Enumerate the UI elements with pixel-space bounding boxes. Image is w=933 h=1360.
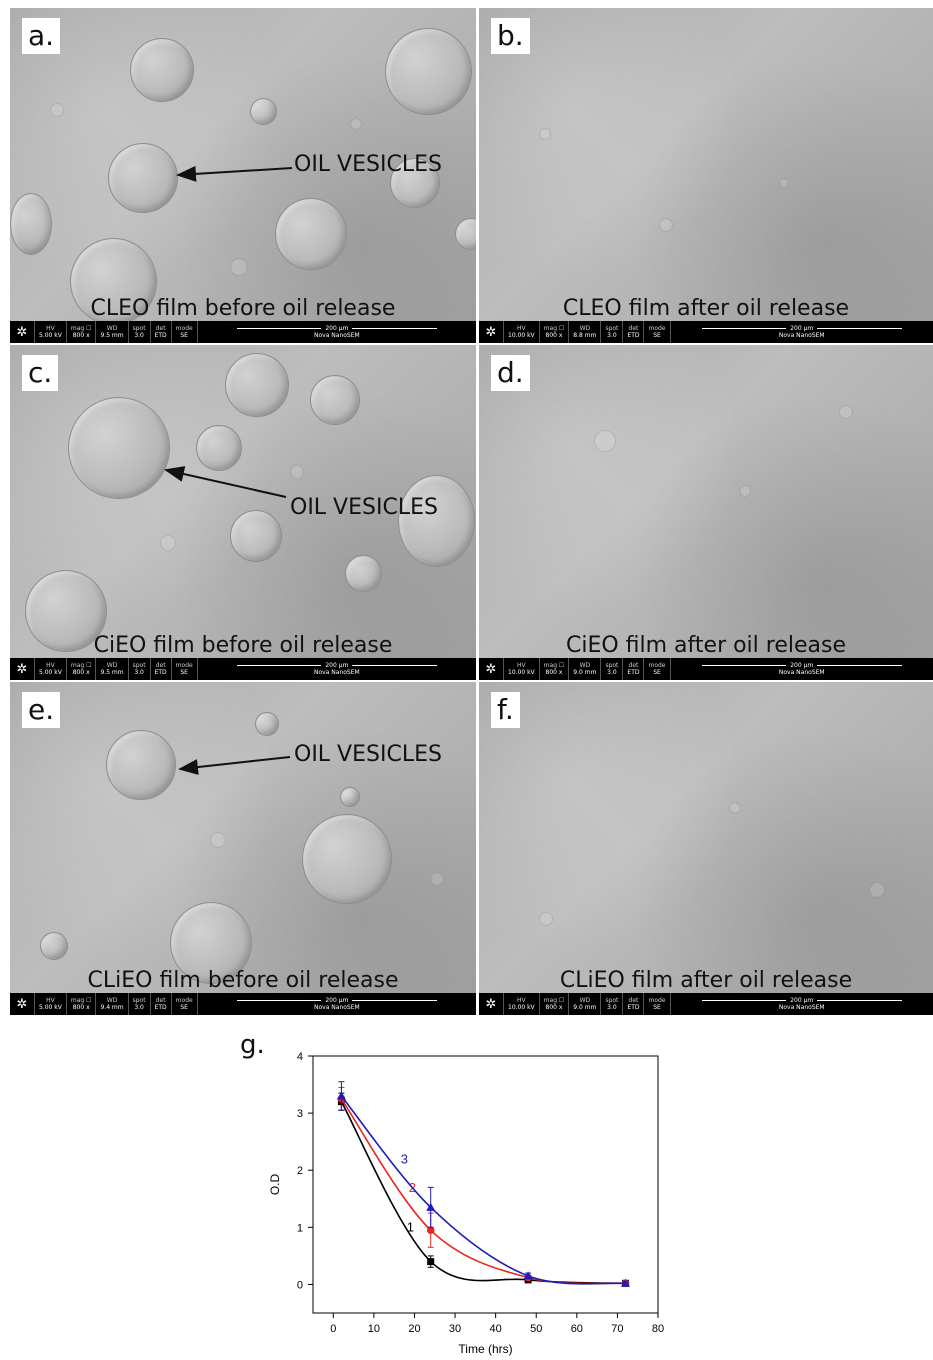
series-label: 3 [401, 1151, 408, 1166]
panel-caption: CLiEO film after oil release [559, 968, 853, 993]
oil-vesicle [40, 932, 68, 960]
series-line-2 [340, 1098, 626, 1285]
oil-vesicle [170, 902, 252, 984]
fei-logo-icon: ✲ [10, 993, 35, 1015]
panel-caption: CLEO film after oil release [562, 296, 850, 321]
sem-databar: ✲ HV 5.00 kV mag ☐ 800 x WD 9.5 mm spot 3.0 … [10, 658, 476, 680]
oil-vesicle [275, 198, 347, 270]
sem-panel-a: OIL VESICLES a. CLEO film before oil rel… [10, 8, 476, 343]
sem-databar: ✲ HV 10.00 kV mag ☐ 800 x WD 9.0 mm spot 3.0… [479, 658, 933, 680]
scale-bar: 200 µm Nova NanoSEM [198, 658, 476, 680]
sem-panel-e: OIL VESICLES e. CLiEO film before oil re… [10, 682, 476, 1015]
sem-panel-b: b. CLEO film after oil release ✲ HV 10.00… [479, 8, 933, 343]
annotation-label: OIL VESICLES [294, 742, 442, 767]
series-line-3 [340, 1095, 626, 1285]
oil-vesicle [398, 475, 475, 567]
data-point [426, 1202, 436, 1211]
scale-bar: 200 µm Nova NanoSEM [671, 658, 933, 680]
panel-letter-g: g. [240, 1030, 265, 1060]
scale-bar: 200 µm Nova NanoSEM [671, 993, 933, 1015]
panel-letter: b. [491, 18, 530, 54]
data-point [523, 1271, 533, 1280]
fei-logo-icon: ✲ [10, 321, 35, 343]
y-tick-label: 4 [297, 1051, 303, 1063]
sem-databar: ✲ HV 5.00 kV mag ☐ 800 x WD 9.4 mm spot 3.0 … [10, 993, 476, 1015]
y-tick-label: 0 [297, 1279, 303, 1291]
oil-vesicle [106, 730, 176, 800]
oil-vesicle [385, 28, 472, 115]
panel-letter: f. [491, 692, 520, 728]
x-tick-label: 40 [490, 1323, 502, 1335]
oil-vesicle [130, 38, 194, 102]
oil-vesicle [25, 570, 107, 652]
panel-caption: CiEO film after oil release [565, 633, 847, 658]
sem-databar: ✲ HV 10.00 kV mag ☐ 800 x WD 9.0 mm spot 3.0… [479, 993, 933, 1015]
y-tick-label: 2 [297, 1165, 303, 1177]
panel-caption: CLiEO film before oil release [87, 968, 399, 993]
arrow-icon [164, 466, 287, 498]
data-point [426, 1226, 435, 1234]
data-point [621, 1278, 631, 1287]
panel-letter: c. [22, 355, 59, 391]
fei-logo-icon: ✲ [479, 993, 504, 1015]
annotation-label: OIL VESICLES [290, 495, 438, 520]
series-label: 1 [407, 1220, 414, 1235]
oil-vesicle [70, 238, 157, 325]
oil-vesicle [196, 425, 242, 471]
fei-logo-icon: ✲ [479, 321, 504, 343]
plot-frame [312, 1055, 659, 1314]
fei-logo-icon: ✲ [479, 658, 504, 680]
oil-vesicle [68, 397, 170, 499]
sem-panel-c: OIL VESICLES c. CiEO film before oil rel… [10, 345, 476, 680]
sem-panel-d: d. CiEO film after oil release ✲ HV 10.00… [479, 345, 933, 680]
scale-bar: 200 µm Nova NanoSEM [198, 993, 476, 1015]
arrow-icon [176, 165, 293, 182]
scale-bar: 200 µm Nova NanoSEM [671, 321, 933, 343]
y-axis-label: O.D [268, 1174, 282, 1196]
scale-bar: 200 µm Nova NanoSEM [198, 321, 476, 343]
series-line-1 [340, 1101, 626, 1285]
oil-vesicle [390, 158, 440, 208]
oil-vesicle [108, 143, 178, 213]
x-tick-label: 50 [530, 1323, 542, 1335]
sem-databar: ✲ HV 10.00 kV mag ☐ 800 x WD 8.8 mm spot 3.0… [479, 321, 933, 343]
x-tick-label: 30 [449, 1323, 461, 1335]
panel-letter: a. [22, 18, 61, 54]
panel-letter: e. [22, 692, 61, 728]
x-tick-label: 10 [368, 1323, 380, 1335]
sem-databar: ✲ HV 5.00 kV mag ☐ 800 x WD 9.5 mm spot 3.0 … [10, 321, 476, 343]
arrow-icon [178, 756, 291, 776]
oil-vesicle [10, 193, 52, 255]
x-tick-label: 70 [611, 1323, 623, 1335]
annotation-label: OIL VESICLES [294, 152, 442, 177]
x-tick-label: 0 [330, 1323, 336, 1335]
x-tick-label: 20 [408, 1323, 420, 1335]
y-tick-label: 3 [297, 1108, 303, 1120]
panel-caption: CLEO film before oil release [90, 296, 396, 321]
oil-vesicle [250, 98, 277, 125]
x-axis-label: Time (hrs) [458, 1342, 512, 1356]
sem-panel-f: f. CLiEO film after oil release ✲ HV 10.0… [479, 682, 933, 1015]
oil-vesicle [340, 787, 360, 807]
oil-vesicle [230, 510, 282, 562]
oil-vesicle [225, 353, 289, 417]
fei-logo-icon: ✲ [10, 658, 35, 680]
data-point [336, 1091, 346, 1100]
oil-vesicle [345, 555, 382, 592]
oil-vesicle [310, 375, 360, 425]
x-tick-label: 80 [652, 1323, 664, 1335]
y-tick-label: 1 [297, 1222, 303, 1234]
panel-caption: CiEO film before oil release [93, 633, 393, 658]
data-point [427, 1258, 435, 1266]
oil-vesicle [302, 814, 392, 904]
panel-letter: d. [491, 355, 530, 391]
oil-vesicle [255, 712, 279, 736]
x-tick-label: 60 [571, 1323, 583, 1335]
